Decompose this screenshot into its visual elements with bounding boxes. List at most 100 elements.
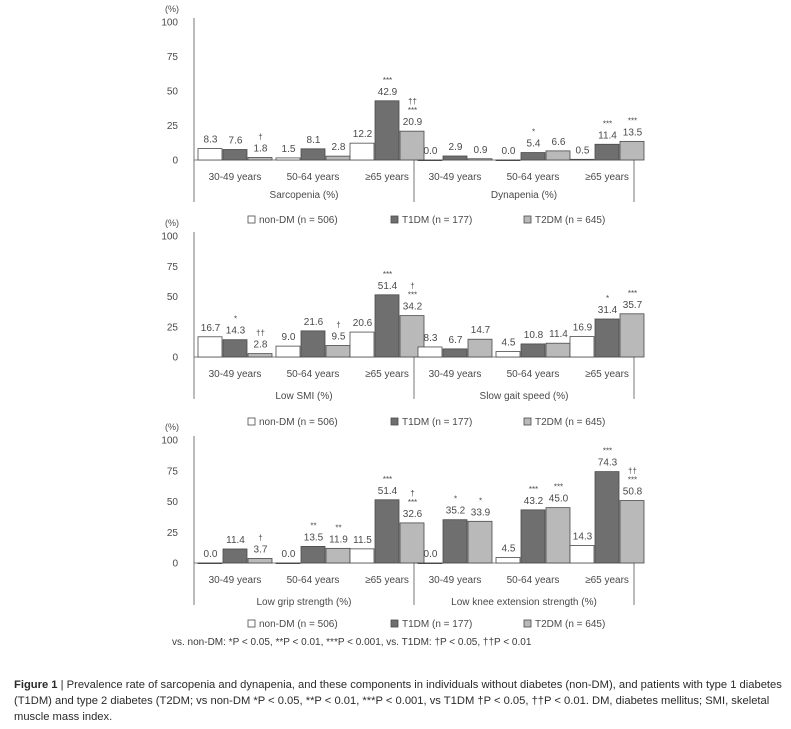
bar-dynapenia--2 (467, 158, 493, 161)
bar-value-label: 42.9 (378, 87, 398, 98)
panel-title: Slow gait speed (%) (480, 391, 569, 402)
y-tick-label: 50 (167, 497, 179, 508)
significance-marker: *** (529, 485, 538, 494)
bar-dynapenia--1 (594, 143, 620, 161)
figure-charts: (%) 0 25 50 75 100 30-49 years 8.3 7.6 1.8 † 50-64 … (161, 4, 645, 630)
bar-value-label: 0.9 (474, 145, 488, 156)
bar-value-label: 9.5 (332, 332, 346, 343)
bar-slow-gait-speed--0 (417, 346, 443, 358)
bar-value-label: 14.3 (226, 326, 246, 337)
bar-sarcopenia--1 (300, 148, 326, 161)
bar-value-label: 3.7 (254, 544, 268, 555)
legend-label: T2DM (n = 645) (535, 417, 605, 428)
bar-low-smi--1 (222, 339, 248, 358)
y-tick-label: 100 (161, 436, 178, 447)
bar-low-grip-strength--2 (399, 522, 425, 564)
significance-marker: * (606, 294, 609, 303)
bar-sarcopenia--2 (325, 155, 351, 161)
significance-marker: * (479, 496, 482, 505)
category-tick-label: ≥65 years (365, 575, 409, 586)
bar-sarcopenia--0 (349, 142, 375, 161)
y-tick-label: 100 (161, 18, 178, 29)
bar-value-label: 11.9 (329, 534, 348, 545)
y-tick-label: 25 (167, 121, 179, 132)
y-tick-label: 50 (167, 87, 179, 98)
y-tick-label: 25 (167, 322, 179, 333)
bar-value-label: 8.3 (204, 135, 218, 146)
caption-text: Prevalence rate of sarcopenia and dynape… (14, 679, 782, 723)
significance-marker: *** (603, 447, 612, 456)
bar-value-label: 33.9 (471, 507, 491, 518)
significance-marker: * (234, 315, 237, 324)
significance-marker: ** (310, 521, 316, 530)
bar-value-label: 10.8 (524, 330, 544, 341)
y-axis-unit-label: (%) (165, 218, 179, 228)
bar-sarcopenia--2 (247, 157, 273, 161)
bar-slow-gait-speed--1 (442, 348, 468, 358)
bar-value-label: 21.6 (304, 317, 324, 328)
bar-low-knee-extension-strength--2 (467, 520, 493, 564)
y-tick-label: 25 (167, 528, 179, 539)
bar-value-label: 35.7 (623, 300, 643, 311)
bar-low-knee-extension-strength--0 (417, 562, 443, 565)
bar-value-label: 45.0 (549, 494, 569, 505)
category-tick-label: 50-64 years (287, 369, 340, 380)
legend-label: T1DM (n = 177) (402, 215, 472, 226)
bar-value-label: 12.2 (353, 129, 373, 140)
significance-marker: † (336, 321, 340, 330)
bar-value-label: 0.0 (424, 549, 438, 560)
bar-low-smi--2 (247, 353, 273, 358)
legend-swatch (247, 417, 256, 426)
caption-label: Figure 1 (14, 679, 58, 691)
bar-value-label: 32.6 (403, 509, 423, 520)
category-tick-label: 50-64 years (507, 575, 560, 586)
bar-value-label: 11.4 (549, 329, 568, 340)
significance-marker: †† (408, 97, 417, 106)
bar-value-label: 43.2 (524, 496, 544, 507)
significance-footnote: vs. non-DM: *P < 0.05, **P < 0.01, ***P … (172, 637, 532, 648)
category-tick-label: 30-49 years (429, 369, 482, 380)
category-tick-label: 50-64 years (507, 172, 560, 183)
bar-low-grip-strength--0 (349, 548, 375, 564)
y-tick-label: 50 (167, 292, 179, 303)
bar-value-label: 8.3 (424, 333, 438, 344)
bar-low-grip-strength--2 (247, 558, 273, 564)
category-tick-label: ≥65 years (585, 369, 629, 380)
bar-value-label: 4.5 (502, 338, 516, 349)
legend-swatch (523, 619, 532, 628)
panel-title: Low SMI (%) (275, 391, 332, 402)
panel-title: Low knee extension strength (%) (451, 597, 597, 608)
significance-marker: *** (603, 119, 612, 128)
significance-marker: * (532, 128, 535, 137)
bar-sarcopenia--0 (275, 157, 301, 161)
panel-title: Dynapenia (%) (491, 190, 557, 201)
legend-swatch (390, 619, 399, 628)
bar-value-label: 51.4 (378, 486, 398, 497)
legend-swatch (523, 417, 532, 426)
category-tick-label: 50-64 years (287, 172, 340, 183)
bar-value-label: 14.7 (471, 325, 491, 336)
bar-value-label: 7.6 (229, 136, 243, 147)
bar-value-label: 0.5 (576, 145, 590, 156)
bar-low-grip-strength--1 (222, 548, 248, 564)
bar-value-label: 20.9 (403, 117, 423, 128)
panel-title: Sarcopenia (%) (270, 190, 339, 201)
bar-slow-gait-speed--2 (467, 338, 493, 358)
category-tick-label: 30-49 years (209, 369, 262, 380)
significance-marker: * (454, 495, 457, 504)
bar-low-grip-strength--1 (300, 545, 326, 564)
bar-value-label: 34.2 (403, 302, 423, 313)
bar-low-knee-extension-strength--1 (594, 471, 620, 564)
significance-marker: †† (256, 329, 265, 338)
legend-label: T2DM (n = 645) (535, 215, 605, 226)
bar-low-knee-extension-strength--2 (619, 500, 645, 564)
bar-sarcopenia--1 (374, 100, 400, 161)
caption-separator: | (60, 679, 64, 691)
legend-swatch (247, 215, 256, 224)
bar-dynapenia--1 (520, 152, 546, 161)
bar-slow-gait-speed--0 (495, 351, 521, 358)
y-tick-label: 0 (172, 156, 178, 167)
bar-dynapenia--0 (569, 158, 595, 161)
significance-marker: † (410, 282, 414, 291)
panel-title: Low grip strength (%) (256, 597, 351, 608)
